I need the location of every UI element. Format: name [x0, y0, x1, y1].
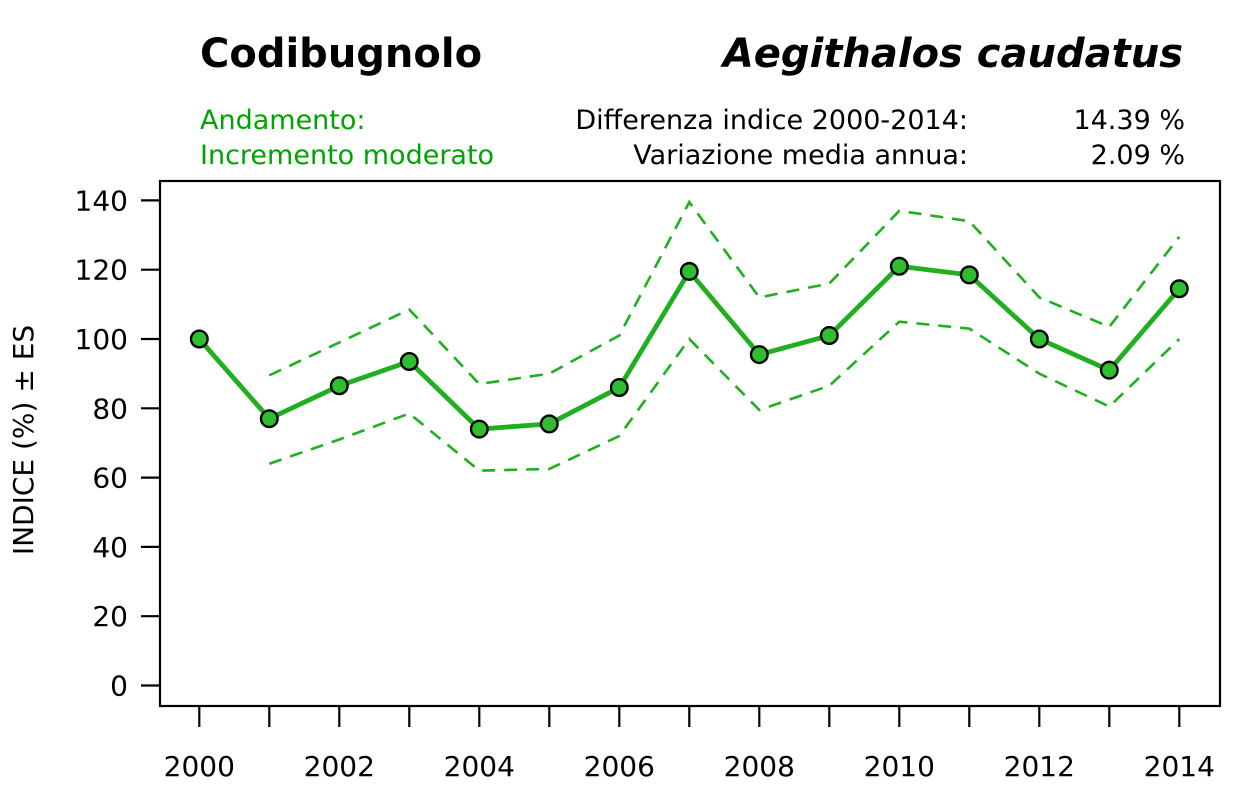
y-tick-label: 40	[92, 531, 128, 564]
data-point-2009	[819, 326, 839, 346]
data-point-2012	[1029, 329, 1049, 349]
data-point-2014	[1169, 279, 1189, 299]
x-tick-label: 2002	[304, 750, 375, 783]
y-tick-label: 140	[75, 184, 128, 217]
y-tick-label: 120	[75, 254, 128, 287]
x-tick-label: 2012	[1004, 750, 1075, 783]
index-difference-value: 14.39 %	[1073, 105, 1185, 136]
data-point-2006	[609, 378, 629, 398]
data-point-2008	[749, 345, 769, 365]
data-point-2004	[469, 419, 489, 439]
data-point-2002	[329, 376, 349, 396]
data-point-2011	[959, 265, 979, 285]
species-common-name: Codibugnolo	[200, 31, 483, 77]
data-point-2010	[889, 256, 909, 276]
confidence-band-lower	[268, 320, 1181, 472]
species-scientific-name: Aegithalos caudatus	[722, 31, 1183, 77]
plot-border	[158, 179, 1222, 708]
x-tick-label: 2000	[164, 750, 235, 783]
y-tick-label: 100	[75, 323, 128, 356]
trend-label: Andamento:	[200, 105, 366, 136]
index-difference-label: Differenza indice 2000-2014:	[575, 105, 968, 136]
x-tick-label: 2010	[864, 750, 935, 783]
data-point-2000	[189, 329, 209, 349]
data-point-2013	[1099, 360, 1119, 380]
y-tick-label: 20	[92, 600, 128, 633]
data-point-2007	[679, 261, 699, 281]
y-tick-label: 80	[92, 392, 128, 425]
y-tick-label: 60	[92, 462, 128, 495]
annual-variation-label: Variazione media annua:	[633, 140, 968, 171]
confidence-band-upper	[268, 199, 1181, 386]
y-tick-label: 0	[110, 670, 128, 703]
x-tick-label: 2006	[584, 750, 655, 783]
x-tick-label: 2014	[1144, 750, 1215, 783]
trend-classification: Incremento moderato	[200, 140, 495, 171]
data-point-2001	[259, 409, 279, 429]
data-point-2003	[399, 352, 419, 372]
data-point-2005	[539, 414, 559, 434]
x-tick-label: 2008	[724, 750, 795, 783]
y-axis-title: INDICE (%) ± ES	[7, 325, 40, 555]
annual-variation-value: 2.09 %	[1090, 140, 1185, 171]
x-tick-label: 2004	[444, 750, 515, 783]
